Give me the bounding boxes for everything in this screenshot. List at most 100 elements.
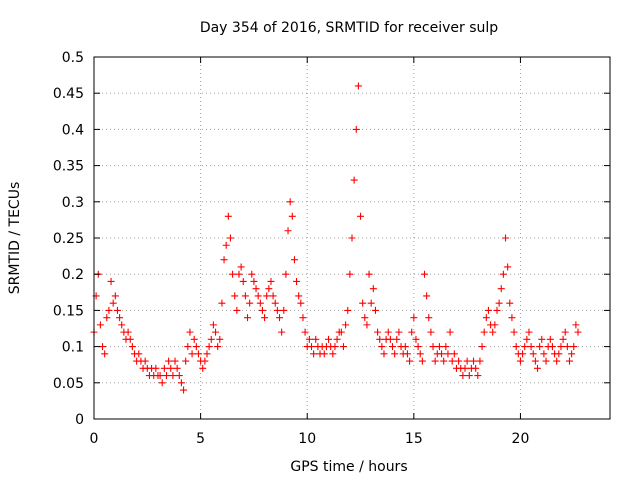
data-point (282, 270, 290, 278)
data-point (205, 343, 213, 351)
data-point (529, 350, 537, 358)
data-point (190, 335, 198, 343)
data-point (423, 292, 431, 300)
y-tick-label: 0.25 (53, 231, 84, 247)
data-point (410, 314, 418, 322)
data-point (476, 357, 484, 365)
data-point (276, 314, 284, 322)
data-point (254, 292, 262, 300)
y-tick-label: 0.15 (53, 303, 84, 319)
data-point (568, 350, 576, 358)
data-point (333, 335, 341, 343)
data-point (290, 256, 298, 264)
data-point (536, 343, 544, 351)
data-point (280, 306, 288, 314)
data-point (218, 299, 226, 307)
data-point (107, 277, 115, 285)
data-point (480, 328, 488, 336)
data-point (252, 285, 260, 293)
data-point (542, 357, 550, 365)
data-point (574, 328, 582, 336)
data-point (365, 270, 373, 278)
data-point (519, 350, 527, 358)
data-point (224, 212, 232, 220)
data-point (246, 299, 254, 307)
data-point (384, 328, 392, 336)
data-point (286, 198, 294, 206)
data-point (103, 314, 111, 322)
data-point (472, 364, 480, 372)
data-point (109, 299, 117, 307)
data-point (420, 270, 428, 278)
data-point (220, 256, 228, 264)
y-tick-label: 0.5 (62, 50, 84, 66)
data-point (416, 350, 424, 358)
x-tick-label: 5 (196, 431, 205, 447)
data-point (169, 372, 177, 380)
data-point (406, 357, 414, 365)
data-point (561, 328, 569, 336)
data-point (337, 328, 345, 336)
data-point (548, 343, 556, 351)
data-point (116, 314, 124, 322)
y-tick-label: 0.3 (62, 195, 84, 211)
data-point (299, 314, 307, 322)
y-tick-label: 0.35 (53, 159, 84, 175)
data-point (361, 314, 369, 322)
data-point (463, 357, 471, 365)
y-tick-label: 0.4 (62, 122, 84, 138)
data-point (231, 292, 239, 300)
data-point (329, 350, 337, 358)
data-point (350, 176, 358, 184)
data-point (111, 292, 119, 300)
data-point (184, 343, 192, 351)
data-point (258, 306, 266, 314)
data-point (425, 314, 433, 322)
data-point (199, 364, 207, 372)
data-point (325, 335, 333, 343)
data-point (265, 285, 273, 293)
x-tick-label: 0 (90, 431, 99, 447)
data-point (376, 335, 384, 343)
data-point (508, 314, 516, 322)
data-point (235, 270, 243, 278)
data-point (431, 357, 439, 365)
data-point (171, 357, 179, 365)
data-point (162, 372, 170, 380)
data-point (288, 212, 296, 220)
data-point (389, 343, 397, 351)
data-point (263, 292, 271, 300)
data-point (156, 372, 164, 380)
data-point (141, 357, 149, 365)
data-point (502, 234, 510, 242)
x-tick-label: 20 (512, 431, 530, 447)
data-point (310, 350, 318, 358)
data-point (429, 343, 437, 351)
data-point (113, 306, 121, 314)
data-point (344, 306, 352, 314)
data-point (248, 270, 256, 278)
y-tick-label: 0.45 (53, 86, 84, 102)
y-axis-label: SRMTID / TECUs (7, 182, 23, 295)
data-point (408, 328, 416, 336)
data-point (212, 328, 220, 336)
data-point (448, 357, 456, 365)
data-point (572, 321, 580, 329)
data-point (489, 328, 497, 336)
data-point (470, 357, 478, 365)
data-point (256, 299, 264, 307)
data-point (367, 299, 375, 307)
data-point (534, 364, 542, 372)
data-point (491, 321, 499, 329)
data-point (378, 343, 386, 351)
data-point (563, 343, 571, 351)
data-point (461, 364, 469, 372)
data-point (444, 350, 452, 358)
data-point (386, 335, 394, 343)
data-point (369, 285, 377, 293)
data-point (241, 292, 249, 300)
data-point (482, 314, 490, 322)
data-point (546, 335, 554, 343)
data-point (305, 335, 313, 343)
